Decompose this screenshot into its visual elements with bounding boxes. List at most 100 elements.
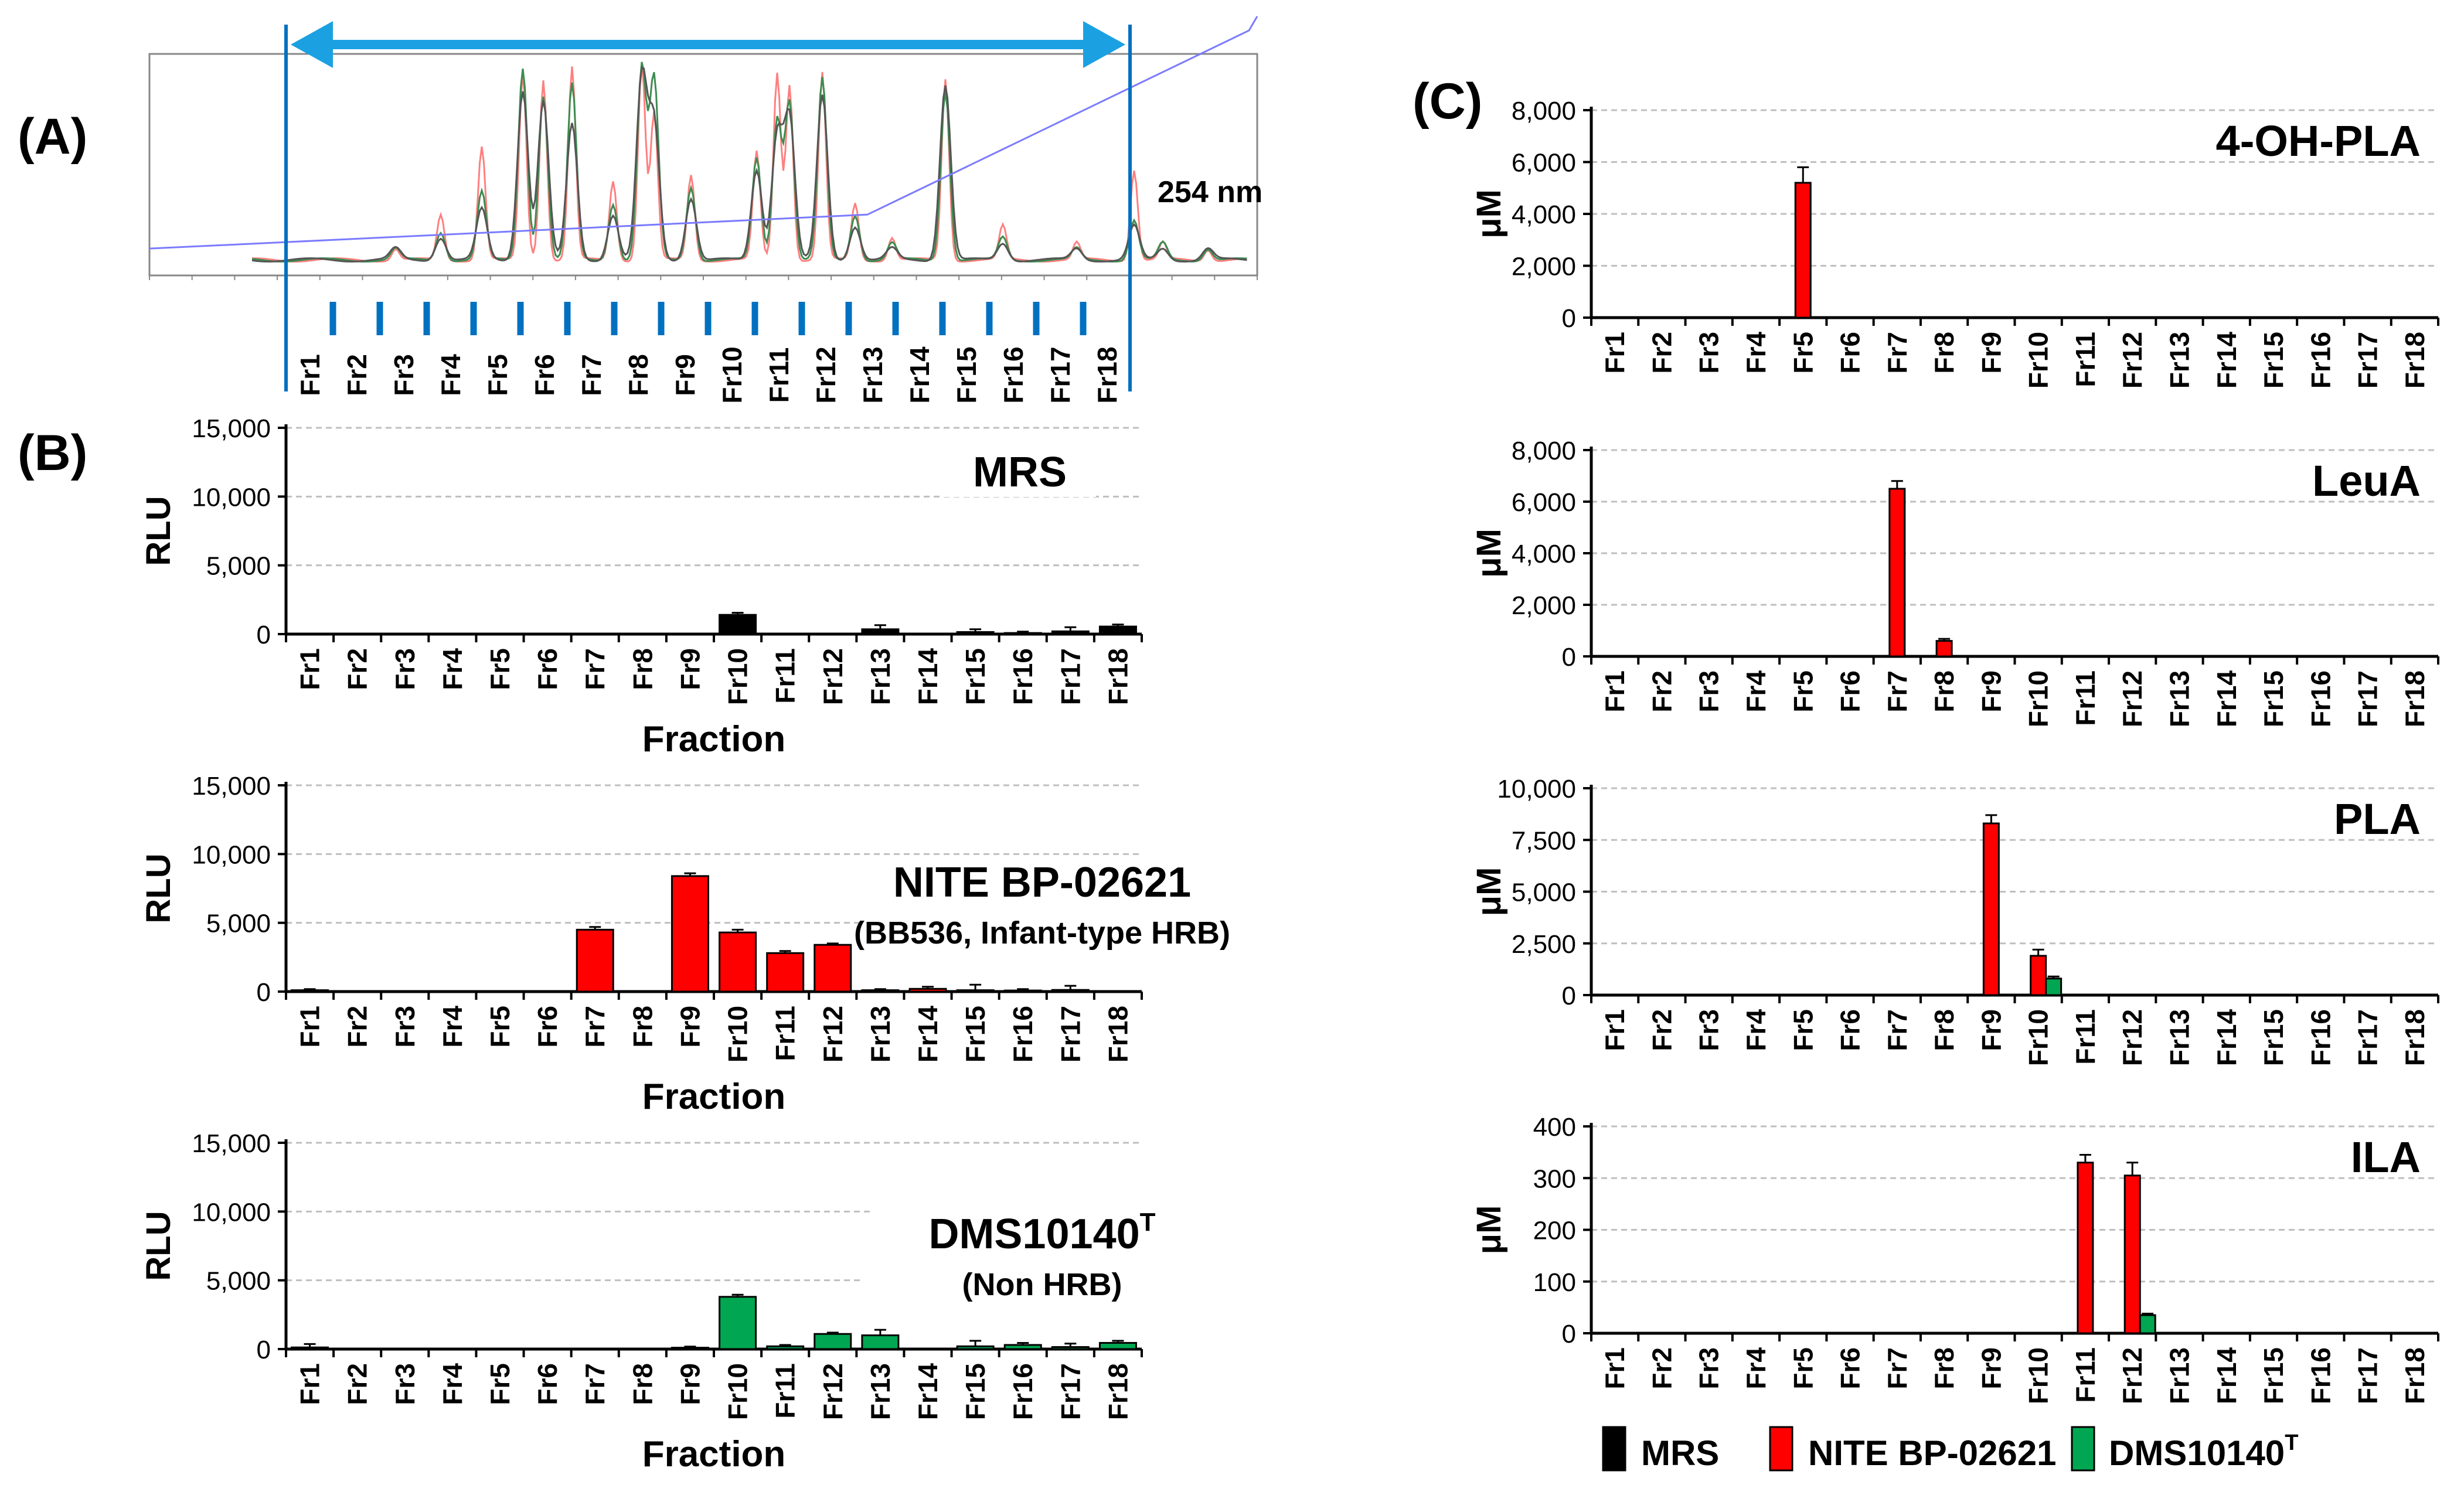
category-label: Fr7 — [1882, 332, 1912, 374]
category-label: Fr4 — [437, 648, 468, 690]
chart-title: LeuA — [2312, 457, 2421, 505]
bar — [2077, 1162, 2094, 1334]
fraction-label: Fr9 — [670, 354, 700, 396]
category-label: Fr13 — [2164, 670, 2194, 727]
y-axis-label: μM — [1470, 1205, 1508, 1255]
y-tick-label: 6,000 — [1512, 488, 1576, 517]
category-label: Fr3 — [1694, 332, 1724, 374]
category-label: Fr6 — [1835, 1009, 1866, 1051]
category-label: Fr14 — [2211, 670, 2242, 728]
concentration-chart-4: 0 100 200 300 400 μM Fr1 Fr2 Fr3 Fr4 Fr5 Fr6 Fr7 Fr8 F… — [1470, 1113, 2439, 1404]
fraction-range-arrowhead-right — [1083, 21, 1125, 68]
panel-label-a: (A) — [18, 108, 87, 165]
y-axis-label: μM — [1470, 867, 1508, 917]
category-label: Fr18 — [1102, 648, 1133, 705]
y-tick-label: 6,000 — [1512, 149, 1576, 178]
fraction-label: Fr10 — [717, 346, 747, 403]
y-tick-label: 200 — [1533, 1217, 1576, 1245]
y-axis-label: RLU — [139, 853, 178, 923]
category-label: Fr11 — [770, 1006, 801, 1061]
bar — [908, 987, 947, 993]
category-label: Fr17 — [1055, 648, 1085, 705]
category-label: Fr6 — [1835, 1347, 1866, 1390]
category-label: Fr12 — [818, 1006, 848, 1062]
rlu-bar-charts: 0 5,000 10,000 15,000 RLU Fr1 Fr2 Fr3 Fr4 Fr5 Fr6 F… — [139, 414, 1230, 1474]
chart-subtitle: (Non HRB) — [962, 1267, 1122, 1302]
y-tick-label: 0 — [1562, 304, 1576, 333]
category-label: Fr10 — [723, 648, 753, 705]
bar — [1098, 1341, 1137, 1350]
category-label: Fr13 — [2164, 1347, 2194, 1404]
category-label: Fr10 — [723, 1006, 753, 1062]
category-label: Fr17 — [2353, 1009, 2383, 1066]
y-axis-label: RLU — [139, 496, 178, 566]
concentration-chart-2: 0 2,000 4,000 6,000 8,000 μM Fr1 Fr2 Fr3 Fr4 Fr5 Fr… — [1470, 437, 2439, 728]
category-label: Fr3 — [390, 1006, 420, 1048]
category-label: Fr5 — [1788, 1347, 1818, 1390]
category-label: Fr9 — [675, 1006, 705, 1048]
category-label: Fr17 — [2353, 670, 2383, 727]
chart-title-background — [872, 858, 1212, 907]
panel-label-c: (C) — [1413, 73, 1482, 130]
y-axis-label: μM — [1470, 529, 1508, 578]
category-label: Fr9 — [1976, 1347, 2006, 1390]
rlu-chart-2: 0 5,000 10,000 15,000 RLU Fr1 Fr2 Fr3 Fr4 Fr5 Fr6 F… — [139, 772, 1230, 1117]
y-tick-label: 100 — [1533, 1268, 1576, 1297]
fraction-label: Fr17 — [1045, 346, 1076, 403]
category-label: Fr5 — [485, 648, 515, 690]
category-label: Fr1 — [295, 1006, 325, 1048]
category-label: Fr16 — [2305, 332, 2336, 389]
category-label: Fr11 — [2070, 1009, 2101, 1065]
bar — [2045, 978, 2063, 996]
y-tick-label: 5,000 — [1512, 878, 1576, 907]
category-label: Fr7 — [580, 1363, 610, 1405]
category-label: Fr7 — [580, 1006, 610, 1048]
bar — [766, 1345, 805, 1350]
category-label: Fr4 — [1741, 1009, 1771, 1051]
bar — [2139, 1314, 2156, 1334]
category-label: Fr18 — [1102, 1006, 1133, 1062]
category-label: Fr7 — [1882, 670, 1912, 713]
bar — [671, 875, 709, 993]
category-label: Fr13 — [2164, 332, 2194, 389]
category-label: Fr11 — [2070, 332, 2101, 387]
category-label: Fr15 — [2258, 1347, 2289, 1404]
category-label: Fr11 — [770, 1363, 801, 1419]
y-tick-label: 5,000 — [206, 910, 271, 938]
bar — [671, 1347, 709, 1350]
chart-subtitle-background — [860, 913, 1224, 952]
category-label: Fr2 — [1646, 1347, 1677, 1390]
category-label: Fr4 — [437, 1363, 468, 1405]
fraction-label: Fr18 — [1092, 346, 1122, 403]
category-label: Fr2 — [342, 648, 373, 690]
bar — [1098, 625, 1137, 635]
bar — [2123, 1174, 2141, 1334]
category-label: Fr15 — [2258, 670, 2289, 727]
x-axis-label: Fraction — [642, 1077, 786, 1117]
y-tick-label: 400 — [1533, 1113, 1576, 1142]
category-label: Fr6 — [1835, 332, 1866, 374]
bar — [1982, 822, 2000, 996]
category-label: Fr12 — [2117, 1347, 2148, 1404]
category-label: Fr2 — [342, 1363, 373, 1405]
category-label: Fr1 — [1599, 670, 1630, 713]
category-label: Fr16 — [1008, 648, 1038, 705]
category-label: Fr3 — [390, 648, 420, 690]
category-label: Fr4 — [437, 1006, 468, 1048]
category-label: Fr15 — [960, 648, 991, 705]
y-tick-label: 300 — [1533, 1164, 1576, 1193]
category-label: Fr12 — [818, 1363, 848, 1420]
category-label: Fr2 — [1646, 1009, 1677, 1051]
fraction-label: Fr7 — [576, 354, 607, 396]
category-label: Fr16 — [2305, 1347, 2336, 1404]
fraction-label: Fr3 — [389, 354, 419, 396]
category-label: Fr17 — [1055, 1363, 1085, 1420]
category-label: Fr8 — [627, 648, 658, 690]
fraction-label: Fr6 — [529, 354, 560, 396]
fraction-label: Fr2 — [342, 354, 372, 396]
y-tick-label: 10,000 — [192, 840, 271, 869]
category-label: Fr1 — [295, 1363, 325, 1405]
category-label: Fr5 — [485, 1363, 515, 1405]
category-label: Fr12 — [2117, 332, 2148, 389]
category-label: Fr6 — [532, 1006, 563, 1048]
